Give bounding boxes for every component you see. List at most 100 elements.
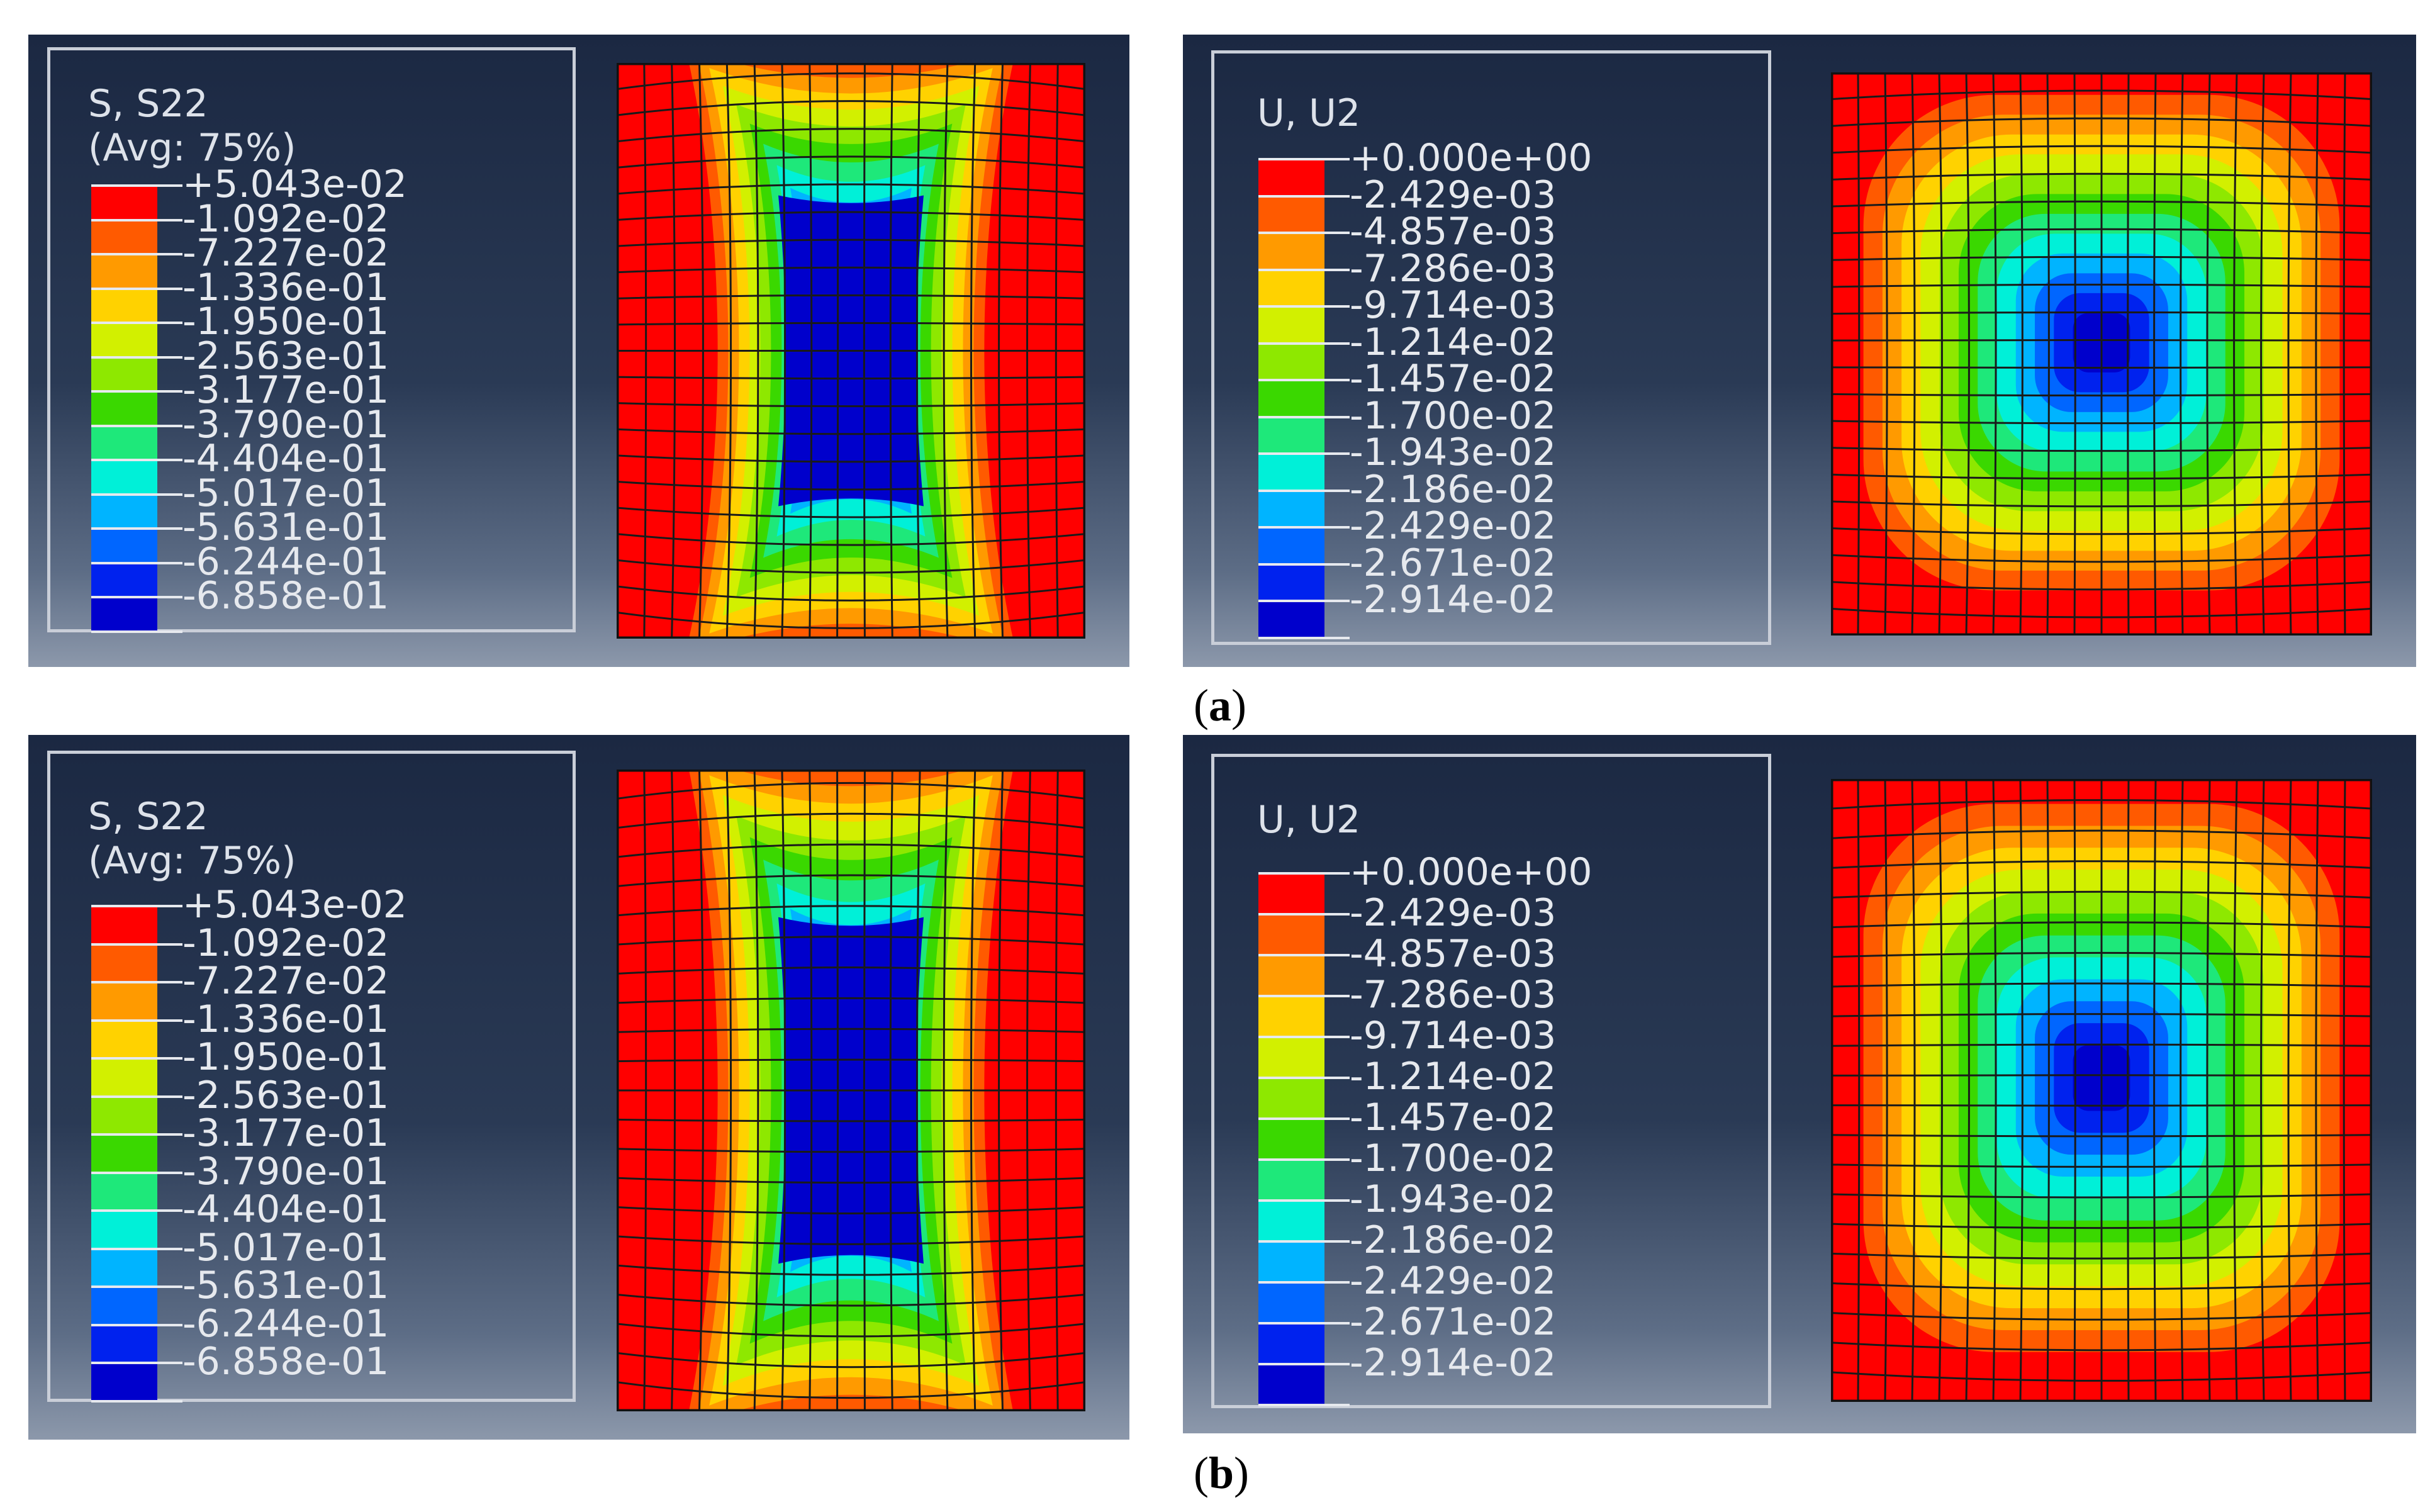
contour-plot (617, 63, 1085, 639)
legend-label: -2.429e-03 (1350, 172, 1557, 217)
mesh-line-horizontal (1831, 799, 2372, 810)
legend-swatch (1258, 1364, 1324, 1406)
legend-swatch (91, 1020, 157, 1059)
mesh-line-vertical (2073, 779, 2076, 1402)
legend-label: -3.790e-01 (182, 402, 389, 447)
legend-label: -2.671e-02 (1350, 1300, 1557, 1344)
mesh-line-horizontal (1831, 607, 2372, 619)
legend-swatch (1258, 996, 1324, 1038)
legend-tick (1258, 600, 1350, 602)
legend-label: +5.043e-02 (182, 162, 407, 206)
legend-swatch (91, 1211, 157, 1250)
mesh-line-horizontal (1831, 951, 2372, 958)
mesh-line-horizontal (617, 1177, 1085, 1184)
mesh-line-horizontal (617, 843, 1085, 858)
caption-b: (b) (1194, 1448, 1250, 1498)
mesh-line-vertical (2019, 779, 2024, 1402)
legend-tick (91, 218, 182, 221)
mesh-line-vertical (1857, 72, 1861, 636)
legend-swatch (1258, 343, 1324, 381)
legend-swatch (91, 425, 157, 461)
legend-label: -1.700e-02 (1350, 393, 1557, 438)
mesh-line-horizontal (617, 211, 1085, 221)
legend-tick (91, 493, 182, 496)
mesh-line-horizontal (617, 905, 1085, 917)
legend-box (47, 47, 576, 632)
legend-label: -2.429e-03 (1350, 891, 1557, 935)
mesh-line-vertical (1992, 779, 1997, 1402)
mesh-line-horizontal (1831, 447, 2372, 452)
mesh-line-horizontal (1831, 1252, 2372, 1260)
legend-swatch (91, 529, 157, 564)
legend-tick (91, 1362, 182, 1364)
legend-label: -6.858e-01 (182, 574, 389, 618)
legend-label: -1.214e-02 (1350, 320, 1557, 364)
legend-tick (1258, 342, 1350, 345)
legend-label: +0.000e+00 (1350, 850, 1593, 894)
legend-title: S, S22 (88, 82, 208, 126)
mesh-line-vertical (2343, 72, 2346, 636)
legend-swatch (1258, 380, 1324, 418)
mesh-line-horizontal (1831, 145, 2372, 154)
legend-label: -2.914e-02 (1350, 578, 1557, 622)
mesh-line-horizontal (1831, 283, 2372, 288)
legend-tick (91, 527, 182, 530)
mesh-line-vertical (1911, 779, 1916, 1402)
legend-label: -1.214e-02 (1350, 1055, 1557, 1099)
mesh-line-horizontal (1831, 890, 2372, 899)
mesh-line-vertical (2315, 779, 2319, 1402)
panel-a-stress: S, S22 (Avg: 75%) +5.043e-02 -1.092e-02 -7… (28, 35, 1129, 667)
legend-swatch (1258, 417, 1324, 454)
mesh-line-horizontal (617, 480, 1085, 491)
legend-label: +5.043e-02 (182, 883, 407, 927)
mesh-line-vertical (2153, 72, 2157, 636)
mesh-line-vertical (1992, 72, 1997, 636)
mesh-line-horizontal (1831, 1074, 2372, 1077)
legend-label: -2.186e-02 (1350, 467, 1557, 512)
legend-tick (1258, 1363, 1350, 1365)
legend-label: -1.457e-02 (1350, 357, 1557, 401)
legend-label: -5.017e-01 (182, 471, 389, 515)
legend-tick (91, 1323, 182, 1326)
mesh-line-horizontal (1831, 1013, 2372, 1017)
mesh-line-horizontal (617, 72, 1085, 91)
legend-swatch (91, 323, 157, 358)
legend-tick (91, 356, 182, 359)
mesh-line-horizontal (617, 1148, 1085, 1153)
legend-tick (1258, 1117, 1350, 1120)
legend-swatch (91, 494, 157, 529)
legend-tick (1258, 379, 1350, 381)
mesh-line-horizontal (1831, 1193, 2372, 1199)
legend-tick (1258, 1281, 1350, 1284)
legend-label: -2.429e-02 (1350, 504, 1557, 548)
legend-tick (91, 1171, 182, 1174)
legend-label: -9.714e-03 (1350, 283, 1557, 327)
legend-swatch (91, 186, 157, 221)
mesh-line-horizontal (617, 454, 1085, 463)
legend-swatch (1258, 306, 1324, 344)
legend-label: -3.177e-01 (182, 368, 389, 412)
legend-tick (1258, 1322, 1350, 1324)
mesh-line-horizontal (617, 183, 1085, 195)
legend-tick (1258, 872, 1350, 875)
mesh-line-horizontal (617, 507, 1085, 518)
legend-swatch (1258, 1119, 1324, 1160)
legend-tick (91, 561, 182, 564)
mesh-line-horizontal (617, 1028, 1085, 1033)
mesh-line-vertical (2127, 72, 2130, 636)
legend-swatch (1258, 454, 1324, 491)
legend-label: -1.943e-02 (1350, 1177, 1557, 1221)
mesh-line-horizontal (1831, 473, 2372, 480)
legend-tick (91, 596, 182, 598)
mesh-line-horizontal (1831, 1043, 2372, 1047)
legend-swatch (91, 982, 157, 1021)
mesh-line-horizontal (617, 1264, 1085, 1276)
legend-label: -4.404e-01 (182, 437, 389, 481)
legend-swatch (91, 460, 157, 495)
mesh-line-vertical (2153, 779, 2157, 1402)
plot-border (1831, 72, 2372, 636)
mesh-line-vertical (1884, 779, 1888, 1402)
legend-label: -1.943e-02 (1350, 430, 1557, 474)
legend-label: -7.286e-03 (1350, 973, 1557, 1017)
legend-tick (1258, 1199, 1350, 1202)
